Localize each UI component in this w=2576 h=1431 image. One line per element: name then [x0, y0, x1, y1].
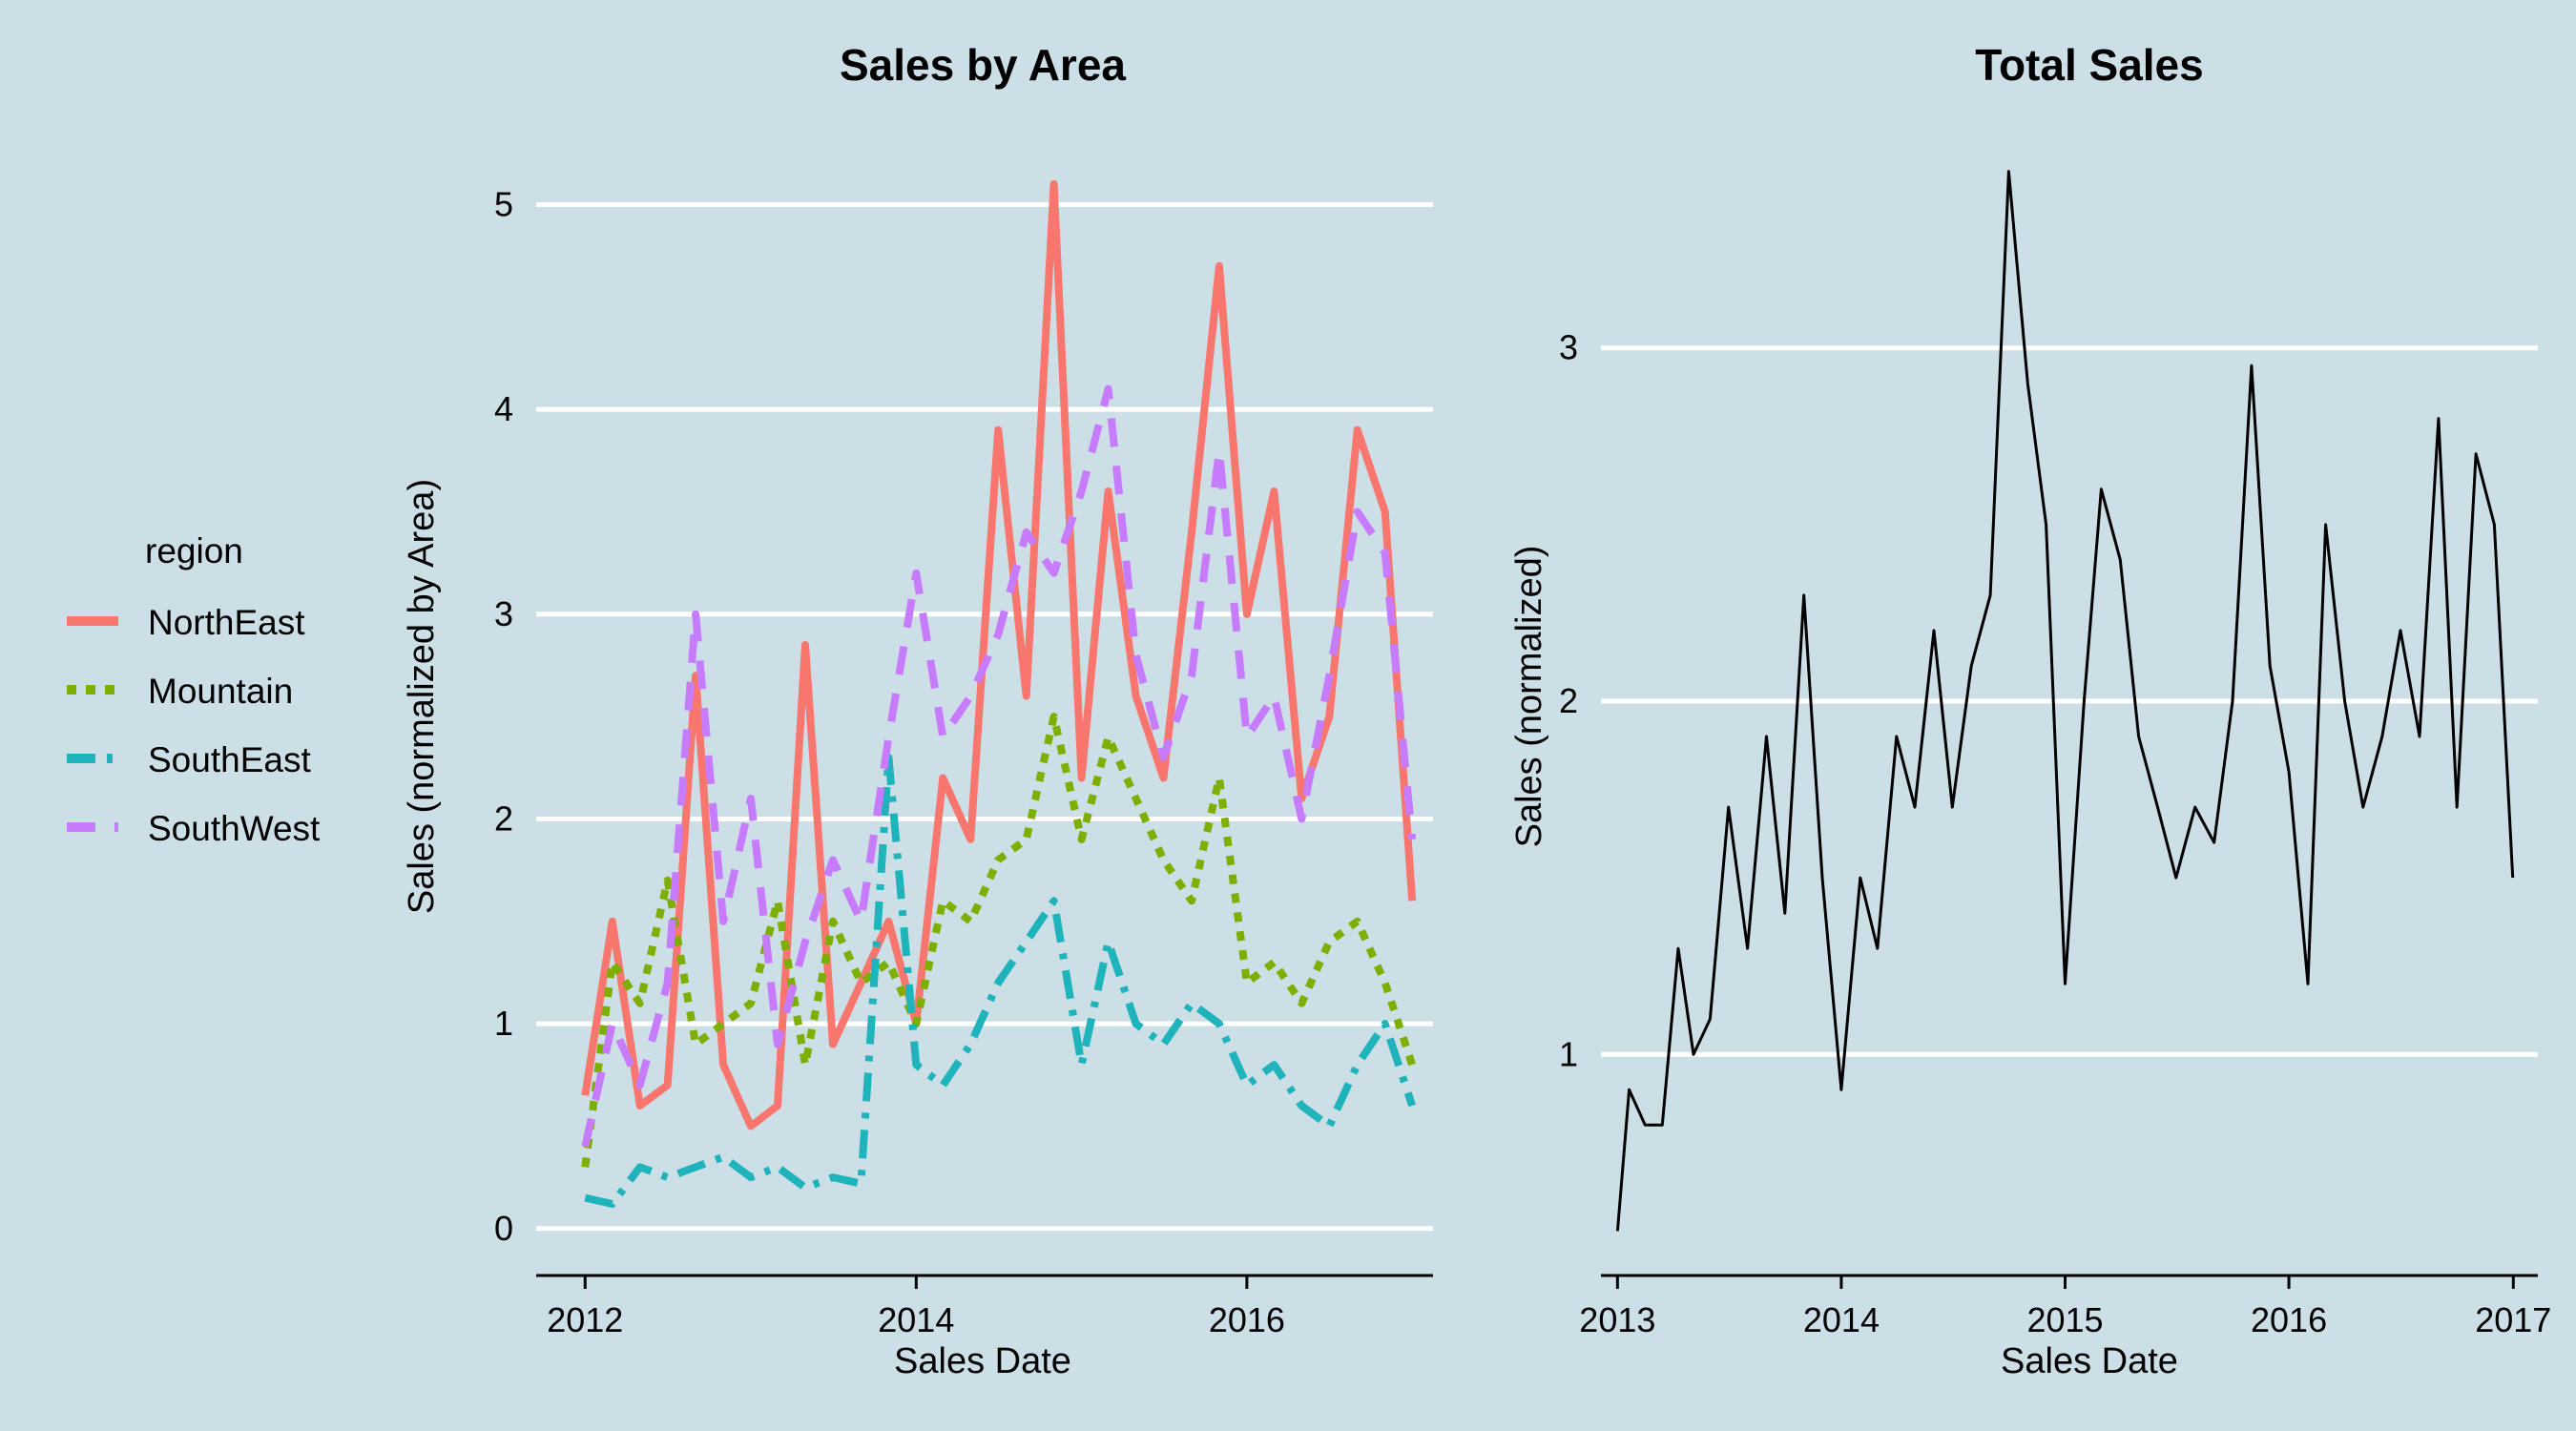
chart-title-sales-by-area: Sales by Area	[840, 40, 1126, 90]
series-line-southwest	[581, 384, 1417, 1148]
right-y-tick-labels: 1 2 3	[1559, 328, 1578, 1074]
left-series-group	[581, 179, 1417, 1208]
right-y-axis-label: Sales (normalized)	[1509, 546, 1549, 848]
left-x-tick-labels: 2012 2014 2016	[547, 1275, 1285, 1339]
legend-item-southeast: SouthEast	[67, 740, 311, 779]
x-tick-label-2012: 2012	[547, 1300, 623, 1339]
right-gridlines	[1601, 345, 2538, 1057]
y-tick-label-0: 0	[494, 1209, 513, 1248]
legend-label-southwest: SouthWest	[148, 809, 321, 848]
x-tick-label-2013: 2013	[1579, 1300, 1655, 1339]
x-tick-label-2014: 2014	[878, 1300, 954, 1339]
chart-sales-by-area: Sales by Area 0 1 2 3 4 5 2012 2014 2016 Sales …	[402, 40, 1433, 1381]
legend-title: region	[145, 531, 243, 570]
legend-item-mountain: Mountain	[67, 672, 293, 711]
right-series-group	[1615, 170, 2515, 1232]
left-y-axis-label: Sales (normalized by Area)	[402, 479, 442, 914]
y-tick-label-2: 2	[494, 798, 513, 838]
y-tick-label-4: 4	[494, 389, 513, 428]
legend-label-northeast: NorthEast	[148, 603, 305, 642]
y-tick-label-5: 5	[494, 184, 513, 223]
legend: region NorthEast Mountain SouthEast Sout…	[67, 531, 321, 848]
left-x-axis-label: Sales Date	[894, 1341, 1071, 1381]
legend-item-northeast: NorthEast	[67, 603, 305, 642]
right-x-tick-labels: 2013 2014 2015 2016 2017	[1579, 1275, 2551, 1339]
left-y-tick-labels: 0 1 2 3 4 5	[494, 184, 513, 1247]
x-tick-label-2014: 2014	[1803, 1300, 1880, 1339]
left-gridlines	[536, 201, 1433, 1232]
legend-label-mountain: Mountain	[148, 672, 293, 711]
chart-title-total-sales: Total Sales	[1975, 40, 2203, 90]
legend-item-southwest: SouthWest	[67, 809, 321, 848]
y-tick-label-2: 2	[1559, 681, 1578, 720]
chart-total-sales: Total Sales 1 2 3 2013 2014 2015 2016 2017 Sal…	[1509, 40, 2551, 1381]
x-tick-label-2017: 2017	[2475, 1300, 2551, 1339]
y-tick-label-1: 1	[1559, 1034, 1578, 1073]
x-tick-label-2016: 2016	[1209, 1300, 1285, 1339]
y-tick-label-3: 3	[1559, 328, 1578, 367]
y-tick-label-3: 3	[494, 594, 513, 633]
x-tick-label-2015: 2015	[2026, 1300, 2103, 1339]
series-line-total	[1615, 170, 2515, 1232]
legend-label-southeast: SouthEast	[148, 740, 311, 779]
x-tick-label-2016: 2016	[2251, 1300, 2327, 1339]
right-x-axis-label: Sales Date	[2001, 1341, 2178, 1381]
y-tick-label-1: 1	[494, 1004, 513, 1043]
